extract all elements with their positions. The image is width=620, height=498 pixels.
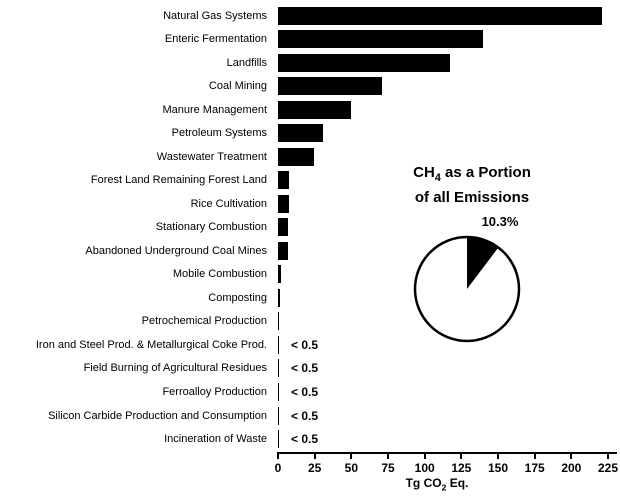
bar-chart-rows: Natural Gas Systems Enteric Fermentation L… [0,4,620,451]
bar [278,147,314,166]
pie-title: CH4 as a Portion of all Emissions [372,163,572,207]
x-axis-tick [387,452,389,459]
bar-row: Rice Cultivation [0,192,620,216]
category-label: Forest Land Remaining Forest Land [90,174,267,187]
bar [278,265,281,284]
category-label: Field Burning of Agricultural Residues [83,362,267,375]
category-label: Stationary Combustion [155,221,267,234]
bar-value-annotation: < 0.5 [291,432,319,447]
bar-row: Wastewater Treatment [0,145,620,169]
category-label: Abandoned Underground Coal Mines [85,244,267,257]
bar [278,53,451,72]
category-label: Enteric Fermentation [164,33,267,46]
bar-row: Field Burning of Agricultural Residues < … [0,357,620,381]
pie-slice-ch4 [467,237,499,289]
category-label: Composting [208,291,267,304]
x-axis-tick [497,452,499,459]
x-axis-tick-label: 150 [487,461,509,475]
bar [278,383,279,401]
x-axis-line [278,452,617,454]
bar-row: Coal Mining [0,75,620,99]
bar-row: Ferroalloy Production < 0.5 [0,380,620,404]
bar-row: Natural Gas Systems [0,4,620,28]
bar [278,124,324,143]
bar-row: Forest Land Remaining Forest Land [0,169,620,193]
bar-value-annotation: < 0.5 [291,385,319,399]
category-label: Manure Management [162,103,267,116]
bar-row: Iron and Steel Prod. & Metallurgical Cok… [0,333,620,357]
bar [278,359,279,378]
bar [278,288,281,307]
bar-row: Manure Management [0,98,620,122]
bar-row: Silicon Carbide Production and Consumpti… [0,404,620,428]
bar-row: Petrochemical Production [0,310,620,334]
bar [278,6,603,25]
x-axis-title: Tg CO2 Eq. [406,476,469,492]
x-axis-tick [570,452,573,459]
category-label: Wastewater Treatment [156,150,267,163]
bar [278,430,279,449]
pie-title-subscript: 4 [434,172,441,184]
pie-title-rest: as a Portion [440,164,531,181]
bar [278,241,288,260]
bar [278,30,484,49]
category-label: Petrochemical Production [141,315,267,328]
category-label: Mobile Combustion [172,268,267,281]
x-axis-title-subscript: 2 [441,482,447,493]
bar-value-annotation: < 0.5 [291,337,319,352]
bar-row: Abandoned Underground Coal Mines [0,239,620,263]
x-axis-tick-label: 100 [414,461,435,475]
x-axis-tick [607,452,609,459]
x-axis-tick-label: 75 [381,461,395,475]
bar [278,77,383,96]
bar [278,406,279,425]
x-axis-tick-label: 0 [274,461,282,475]
bar-row: Enteric Fermentation [0,28,620,52]
bar [278,218,289,237]
bar [278,171,290,190]
bar-row: Mobile Combustion [0,263,620,287]
pie-percent-label: 10.3% [481,214,519,229]
x-axis-tick-label: 200 [561,461,582,475]
pie-title-text: CH [413,164,435,181]
x-axis-tick [460,452,463,459]
bar-row: Petroleum Systems [0,122,620,146]
x-axis-tick-label: 25 [307,461,322,475]
category-label: Iron and Steel Prod. & Metallurgical Cok… [35,338,267,351]
category-label: Silicon Carbide Production and Consumpti… [48,409,267,422]
bar [278,194,289,213]
bar-row: Landfills [0,51,620,75]
bar [278,335,279,354]
x-axis-title-text: Tg CO [405,476,442,490]
category-label: Landfills [226,56,267,69]
bar-row: Composting [0,286,620,310]
x-axis-tick-label: 50 [344,461,359,475]
bar [278,312,280,331]
category-label: Petroleum Systems [171,127,267,140]
bar-value-annotation: < 0.5 [291,408,319,423]
category-label: Incineration of Waste [164,433,267,446]
x-axis-tick [350,452,353,459]
x-axis-tick [423,452,426,459]
pie-title-line2: of all Emissions [414,189,530,206]
x-axis-tick-label: 175 [524,461,545,475]
x-axis-tick [533,452,536,459]
category-label: Ferroalloy Production [162,386,267,398]
x-axis-tick [277,452,279,459]
bar-row: Stationary Combustion [0,216,620,240]
bar-row: Incineration of Waste < 0.5 [0,427,620,451]
category-label: Natural Gas Systems [163,9,267,22]
x-axis-title-suffix: Eq. [446,476,469,490]
pie-chart [413,235,521,343]
x-axis-tick [313,452,316,459]
x-axis-tick-label: 225 [597,461,619,475]
x-axis-tick-label: 125 [451,461,472,475]
bar [278,100,351,119]
category-label: Coal Mining [208,80,267,93]
bar-value-annotation: < 0.5 [291,361,319,376]
category-label: Rice Cultivation [190,197,267,210]
